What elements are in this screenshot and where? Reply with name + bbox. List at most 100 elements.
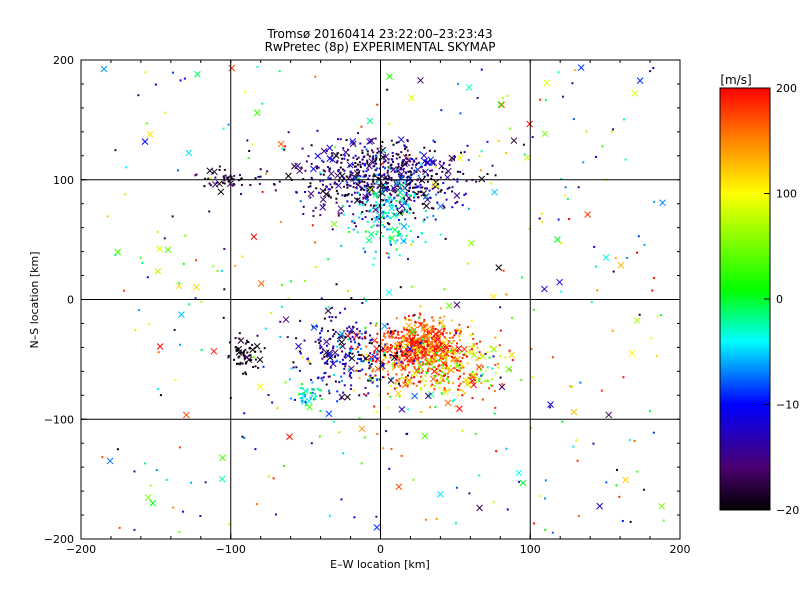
data-point: [238, 337, 241, 340]
data-point: [302, 178, 305, 181]
data-point: [383, 354, 386, 357]
data-point: [384, 167, 387, 170]
data-point: [398, 222, 401, 225]
data-point-cross: [478, 175, 486, 183]
data-point: [393, 170, 396, 173]
data-point: [325, 344, 328, 347]
data-point: [386, 185, 389, 188]
data-point: [327, 330, 330, 333]
data-point: [394, 191, 397, 194]
data-point: [349, 372, 352, 375]
data-point: [239, 174, 242, 177]
data-point: [375, 156, 378, 159]
data-point: [498, 355, 501, 358]
data-point: [381, 338, 384, 341]
data-point: [386, 228, 389, 231]
data-point: [458, 384, 461, 387]
data-point: [382, 199, 385, 202]
data-point: [384, 212, 387, 215]
data-point: [366, 153, 369, 156]
data-point: [279, 335, 282, 338]
data-point: [237, 362, 240, 365]
data-point: [289, 397, 292, 400]
data-point: [391, 151, 394, 154]
data-point: [348, 374, 351, 377]
data-point: [334, 316, 337, 319]
data-point: [491, 164, 494, 167]
data-point: [361, 204, 364, 207]
data-point: [403, 328, 406, 331]
data-point: [350, 384, 353, 387]
data-point: [344, 362, 347, 365]
data-point: [377, 196, 380, 199]
data-point: [375, 322, 378, 325]
data-point: [280, 305, 283, 308]
data-point: [600, 389, 603, 392]
data-point-cross: [373, 216, 380, 224]
data-point: [533, 522, 536, 525]
data-point-cross: [556, 278, 563, 286]
data-point: [407, 342, 410, 345]
data-point: [448, 341, 451, 344]
data-point: [351, 325, 354, 328]
data-point: [431, 383, 434, 386]
data-point: [178, 446, 181, 449]
data-point: [439, 335, 442, 338]
data-point: [380, 207, 383, 210]
data-point-cross: [406, 345, 414, 353]
data-point: [445, 331, 448, 334]
data-point: [419, 322, 422, 325]
data-point-cross: [393, 361, 400, 369]
data-point: [491, 346, 494, 349]
data-point: [463, 151, 466, 154]
data-point: [575, 439, 578, 442]
data-point: [208, 210, 211, 213]
data-point: [662, 519, 665, 522]
data-point: [438, 340, 441, 343]
data-point: [430, 363, 433, 366]
data-point: [411, 360, 414, 363]
data-point: [256, 65, 259, 68]
data-point: [456, 360, 459, 363]
data-point: [274, 189, 277, 192]
data-point: [157, 387, 160, 390]
data-point: [451, 336, 454, 339]
data-point: [406, 203, 409, 206]
data-point: [417, 190, 420, 193]
data-point: [404, 364, 407, 367]
data-point: [228, 341, 231, 344]
data-point: [431, 349, 434, 352]
data-point: [434, 348, 437, 351]
data-point: [221, 181, 224, 184]
data-point: [417, 338, 420, 341]
data-point-cross: [658, 502, 666, 510]
data-point: [303, 339, 306, 342]
data-point: [539, 98, 542, 101]
data-point: [409, 186, 412, 189]
data-point: [386, 332, 389, 335]
data-point: [426, 216, 429, 219]
data-point: [395, 205, 398, 208]
data-point-cross: [547, 401, 554, 408]
data-point: [463, 392, 466, 395]
data-point: [388, 204, 391, 207]
data-point: [447, 369, 450, 372]
data-point: [417, 368, 420, 371]
data-point: [332, 335, 335, 338]
data-point: [475, 342, 478, 345]
data-point: [415, 351, 418, 354]
data-point: [363, 174, 366, 177]
data-point: [367, 168, 370, 171]
data-point: [448, 350, 451, 353]
data-point: [564, 186, 567, 189]
data-point: [439, 233, 442, 236]
data-point-cross: [424, 392, 432, 400]
data-point: [352, 219, 355, 222]
data-point: [426, 161, 429, 164]
data-point: [395, 373, 398, 376]
data-point: [387, 175, 390, 178]
data-point: [452, 157, 455, 160]
data-point: [358, 216, 361, 219]
data-point: [374, 137, 377, 140]
data-point: [430, 331, 433, 334]
